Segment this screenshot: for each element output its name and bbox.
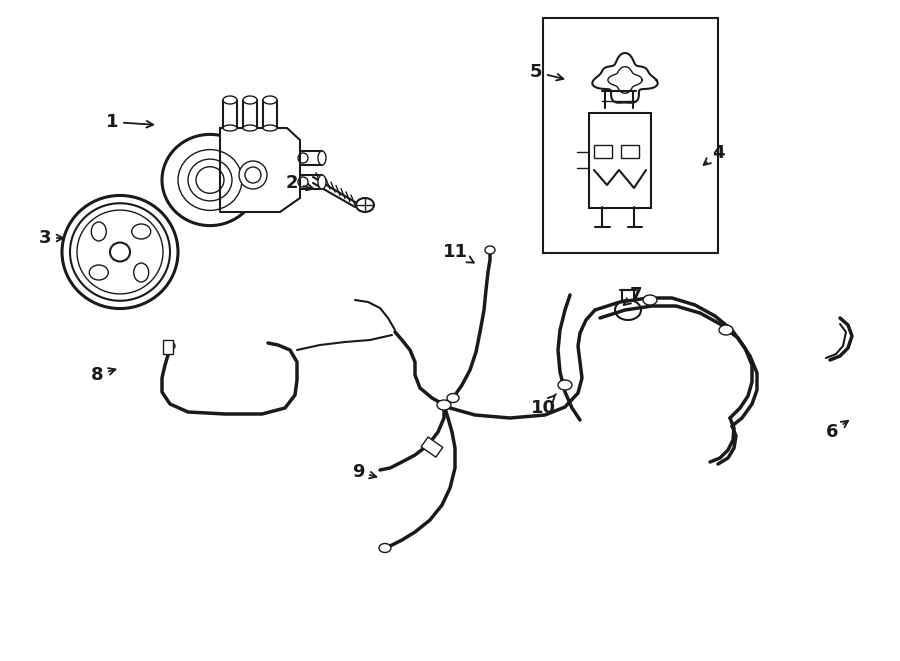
Ellipse shape [558, 380, 572, 390]
Bar [543, 18, 718, 253]
Ellipse shape [263, 125, 277, 131]
Ellipse shape [91, 222, 106, 241]
Ellipse shape [437, 400, 451, 410]
Circle shape [239, 161, 267, 189]
Ellipse shape [110, 243, 130, 262]
Ellipse shape [243, 96, 257, 104]
Text: 7: 7 [624, 286, 643, 305]
Ellipse shape [356, 198, 374, 212]
Ellipse shape [223, 125, 237, 131]
Ellipse shape [447, 393, 459, 403]
Polygon shape [220, 128, 300, 212]
Ellipse shape [165, 342, 175, 350]
Bar [594, 145, 612, 158]
Ellipse shape [318, 175, 326, 189]
Text: 10: 10 [530, 394, 556, 417]
Ellipse shape [485, 246, 495, 254]
Ellipse shape [223, 96, 237, 104]
Text: 11: 11 [443, 243, 474, 262]
Ellipse shape [643, 295, 657, 305]
Bar [421, 437, 443, 457]
Text: 1: 1 [106, 113, 153, 131]
Ellipse shape [89, 265, 108, 280]
Text: 5: 5 [530, 63, 563, 81]
Text: 9: 9 [352, 463, 376, 481]
Text: 3: 3 [39, 229, 63, 247]
Ellipse shape [134, 263, 148, 282]
Text: 8: 8 [91, 366, 115, 384]
Ellipse shape [379, 543, 391, 553]
Text: 6: 6 [826, 421, 848, 441]
Ellipse shape [318, 151, 326, 165]
Ellipse shape [263, 96, 277, 104]
Text: 2: 2 [286, 174, 313, 192]
Ellipse shape [615, 300, 641, 320]
Text: 4: 4 [704, 144, 725, 165]
Polygon shape [592, 53, 658, 102]
Bar [621, 145, 639, 158]
Ellipse shape [719, 325, 733, 335]
Ellipse shape [131, 224, 150, 239]
Bar [589, 113, 651, 208]
Ellipse shape [243, 125, 257, 131]
Bar [163, 340, 173, 354]
Ellipse shape [162, 134, 258, 225]
